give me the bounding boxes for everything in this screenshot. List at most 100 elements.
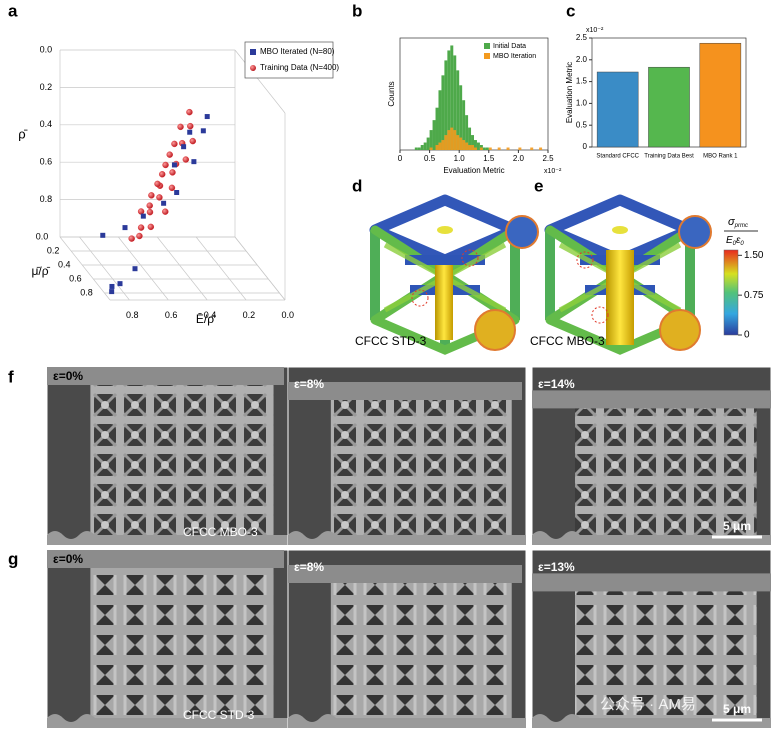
x-tick-label: 0.8 — [126, 310, 139, 320]
strain-label: ε=14% — [538, 377, 575, 391]
point — [146, 208, 154, 216]
x-tick-label: 2.5 — [542, 154, 554, 163]
symbol: σ — [728, 216, 735, 228]
bar — [530, 147, 534, 150]
colorbar-title: σprmc — [728, 216, 748, 229]
bar — [444, 60, 448, 150]
legend-swatch — [484, 43, 490, 49]
panel-label: c — [566, 1, 575, 20]
panel-label: g — [8, 549, 18, 568]
bar — [441, 140, 445, 150]
bar — [414, 147, 418, 150]
colorbar-title: E0ε0 — [726, 235, 744, 247]
panel-label: e — [534, 176, 543, 195]
point — [186, 108, 193, 116]
x-tick-label: MBO Rank 1 — [703, 154, 738, 160]
point — [132, 266, 138, 272]
symbol: E — [726, 235, 733, 246]
point — [122, 225, 128, 231]
x-tick-label: 0.0 — [282, 310, 295, 320]
legend-swatch — [250, 65, 256, 71]
specimen — [90, 385, 274, 535]
y-axis-label: Evaluation Metric — [565, 62, 574, 123]
y-tick-label: 1.5 — [576, 77, 588, 86]
substrate — [47, 531, 288, 545]
point — [128, 235, 135, 242]
watermark: 公众号 · AM易 — [600, 696, 696, 713]
bar — [429, 130, 433, 150]
y-multiplier: x10⁻² — [586, 27, 604, 34]
panel-label: b — [352, 1, 362, 20]
bar — [648, 66, 690, 148]
point — [148, 192, 155, 199]
specimen — [575, 590, 757, 718]
point — [191, 159, 197, 165]
point — [117, 281, 123, 287]
bar — [479, 147, 483, 150]
point — [137, 208, 145, 215]
symbol: ε — [736, 235, 741, 246]
bar — [465, 142, 469, 150]
bar — [453, 130, 457, 150]
point — [166, 151, 173, 158]
x-tick-label: 0 — [398, 154, 403, 163]
x-tick-label: 1.5 — [483, 154, 495, 163]
grid-line — [79, 236, 130, 301]
point — [161, 200, 167, 206]
bar — [471, 135, 474, 150]
platen — [47, 367, 284, 385]
point — [136, 232, 143, 240]
grid-line — [118, 236, 169, 301]
substrate — [532, 714, 771, 728]
specimen — [330, 395, 512, 535]
point — [162, 208, 169, 215]
x-tick-label: 1.0 — [454, 154, 466, 163]
point — [169, 169, 176, 176]
scale-label: 5 μm — [723, 519, 751, 533]
point — [147, 223, 155, 231]
panel-label: a — [8, 1, 18, 20]
point — [181, 144, 187, 150]
subscript: 0 — [733, 241, 737, 247]
bar — [497, 147, 501, 150]
bar — [450, 45, 454, 150]
render-d: CFCC STD-3 — [355, 200, 539, 350]
strain-label: ε=8% — [294, 377, 324, 391]
legend-swatch — [250, 49, 256, 55]
grid-line — [156, 236, 208, 301]
x-axis-label: Ē/ρ̄ — [196, 312, 216, 326]
strain-label: ε=13% — [538, 560, 575, 574]
substrate — [288, 531, 526, 545]
legend-swatch — [484, 53, 490, 59]
x-tick-label: 0.2 — [243, 310, 256, 320]
bar — [450, 127, 454, 150]
grid-line — [195, 236, 247, 301]
sample-label: CFCC MBO-3 — [183, 525, 258, 539]
axis-line — [59, 236, 111, 301]
y-tick-label: 2.0 — [576, 55, 588, 64]
subscript: 0 — [740, 241, 744, 247]
bar — [459, 85, 463, 150]
x-multiplier: x10⁻² — [544, 168, 562, 175]
strain-label: ε=0% — [53, 552, 83, 566]
colorbar-tick-label: 0.75 — [744, 290, 764, 301]
z-axis-label: ρ̄ — [18, 126, 27, 141]
point — [182, 156, 190, 163]
bar — [539, 147, 543, 150]
point — [100, 232, 106, 238]
platen — [532, 573, 771, 592]
bar — [468, 145, 472, 150]
bar — [462, 100, 466, 150]
x-tick-label: 0.6 — [165, 310, 178, 320]
z-tick-label: 0.8 — [40, 194, 53, 204]
bar — [423, 142, 427, 150]
bar — [435, 107, 439, 150]
point — [140, 213, 146, 219]
z-tick-label: 0.2 — [40, 82, 53, 92]
y-tick-label: 1.0 — [576, 99, 588, 108]
platen — [532, 390, 771, 409]
platen — [288, 565, 522, 583]
substrate — [47, 714, 288, 728]
legend-label: Training Data (N=400) — [260, 63, 339, 72]
